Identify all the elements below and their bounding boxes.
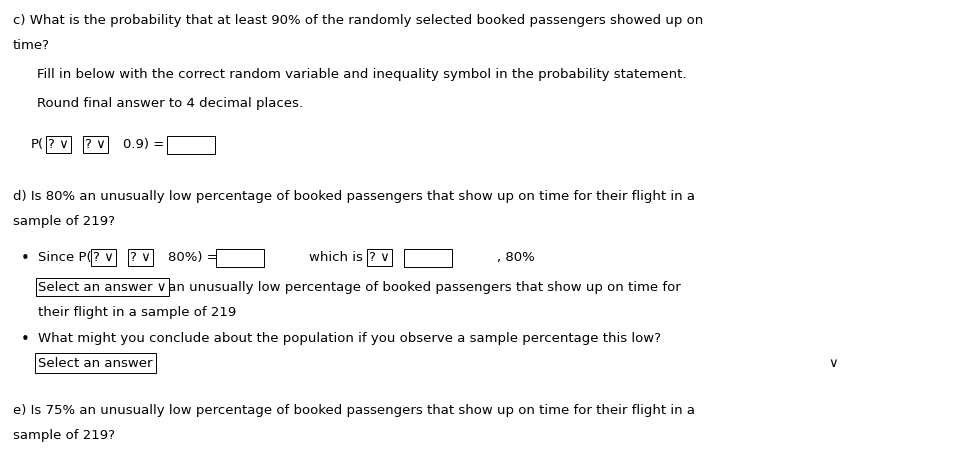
Text: •: •: [21, 251, 29, 266]
Text: ? ∨: ? ∨: [369, 251, 390, 265]
Text: time?: time?: [13, 39, 50, 52]
Text: Fill in below with the correct random variable and inequality symbol in the prob: Fill in below with the correct random va…: [37, 68, 687, 81]
Text: c) What is the probability that at least 90% of the randomly selected booked pas: c) What is the probability that at least…: [13, 14, 703, 27]
Text: Round final answer to 4 decimal places.: Round final answer to 4 decimal places.: [37, 97, 303, 111]
Text: Select an answer ∨: Select an answer ∨: [38, 281, 167, 294]
Text: Select an answer: Select an answer: [38, 357, 153, 370]
Text: which is: which is: [309, 251, 363, 265]
Text: 80%) =: 80%) =: [168, 251, 218, 265]
Text: sample of 219?: sample of 219?: [13, 429, 115, 442]
Text: , 80%: , 80%: [497, 251, 535, 265]
Text: •: •: [21, 332, 29, 347]
Text: sample of 219?: sample of 219?: [13, 215, 115, 228]
Text: P(: P(: [30, 138, 43, 151]
Text: ? ∨: ? ∨: [48, 138, 69, 151]
Text: Since P(: Since P(: [38, 251, 92, 265]
Text: d) Is 80% an unusually low percentage of booked passengers that show up on time : d) Is 80% an unusually low percentage of…: [13, 190, 695, 203]
Text: an unusually low percentage of booked passengers that show up on time for: an unusually low percentage of booked pa…: [164, 281, 680, 294]
Text: ? ∨: ? ∨: [93, 251, 114, 265]
Text: ? ∨: ? ∨: [130, 251, 151, 265]
Text: their flight in a sample of 219: their flight in a sample of 219: [38, 306, 236, 319]
Text: e) Is 75% an unusually low percentage of booked passengers that show up on time : e) Is 75% an unusually low percentage of…: [13, 404, 695, 417]
Text: 0.9) =: 0.9) =: [122, 138, 164, 151]
Text: ? ∨: ? ∨: [85, 138, 106, 151]
Text: What might you conclude about the population if you observe a sample percentage : What might you conclude about the popula…: [38, 332, 662, 345]
Text: ∨: ∨: [828, 357, 838, 370]
